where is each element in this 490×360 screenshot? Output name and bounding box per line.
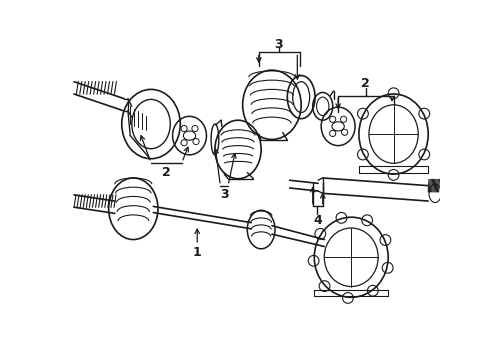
Text: 4: 4	[313, 214, 322, 227]
Text: 1: 1	[193, 246, 201, 259]
Text: 2: 2	[362, 77, 370, 90]
Text: 3: 3	[220, 188, 228, 201]
Text: 2: 2	[162, 166, 171, 179]
Text: 3: 3	[274, 38, 283, 51]
